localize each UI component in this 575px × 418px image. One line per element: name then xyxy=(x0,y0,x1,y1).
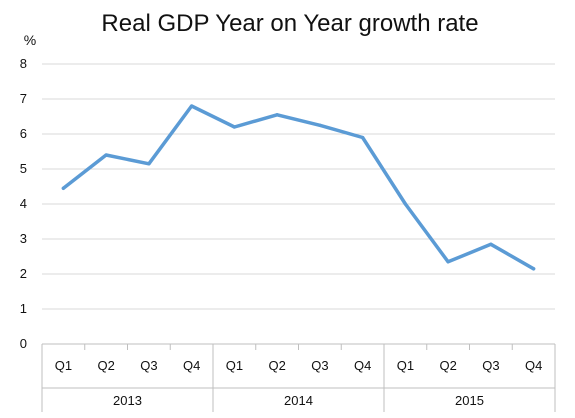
gridlines xyxy=(42,63,555,310)
series-line xyxy=(61,104,536,271)
y-tick-label: 3 xyxy=(20,231,27,246)
y-tick-label: 6 xyxy=(20,126,27,141)
x-tick-label: Q3 xyxy=(482,358,499,373)
x-tick-label: Q4 xyxy=(183,358,200,373)
data-point xyxy=(104,153,108,157)
y-tick-label: 7 xyxy=(20,91,27,106)
x-tick-label: Q3 xyxy=(311,358,328,373)
x-group-label: 2014 xyxy=(284,393,313,408)
y-tick-label: 2 xyxy=(20,266,27,281)
data-point xyxy=(61,186,65,190)
x-tick-label: Q4 xyxy=(525,358,542,373)
x-tick-label: Q1 xyxy=(226,358,243,373)
data-point xyxy=(403,202,407,206)
data-point xyxy=(361,135,365,140)
series-layer xyxy=(61,104,536,271)
y-axis-label: % xyxy=(24,32,36,48)
y-tick-label: 1 xyxy=(20,301,27,316)
data-point xyxy=(190,104,194,108)
data-point xyxy=(446,260,450,264)
x-tick-label: Q3 xyxy=(140,358,157,373)
x-group-label: 2013 xyxy=(113,393,142,408)
data-point xyxy=(275,113,279,117)
x-tick-label: Q1 xyxy=(55,358,72,373)
x-tick-label: Q1 xyxy=(397,358,414,373)
y-tick-label: 5 xyxy=(20,161,27,176)
y-tick-label: 8 xyxy=(20,56,27,71)
x-tick-label: Q2 xyxy=(97,358,114,373)
x-tick-label: Q2 xyxy=(268,358,285,373)
y-tick-label: 0 xyxy=(20,336,27,351)
chart-title: Real GDP Year on Year growth rate xyxy=(101,10,478,37)
y-axis-ticks: 0 1 2 3 4 5 6 7 8 xyxy=(20,56,27,351)
y-tick-label: 4 xyxy=(20,196,27,211)
x-axis: Q1 Q2 Q3 Q4 Q1 Q2 Q3 Q4 Q1 Q2 Q3 Q4 2013 2014 2015 xyxy=(41,343,556,412)
x-group-label: 2015 xyxy=(455,393,484,408)
data-point xyxy=(489,242,493,246)
x-tick-label: Q4 xyxy=(354,358,371,373)
data-point xyxy=(147,162,151,166)
data-point xyxy=(532,267,536,271)
data-point xyxy=(318,123,322,127)
x-tick-label: Q2 xyxy=(439,358,456,373)
data-point xyxy=(232,125,236,129)
